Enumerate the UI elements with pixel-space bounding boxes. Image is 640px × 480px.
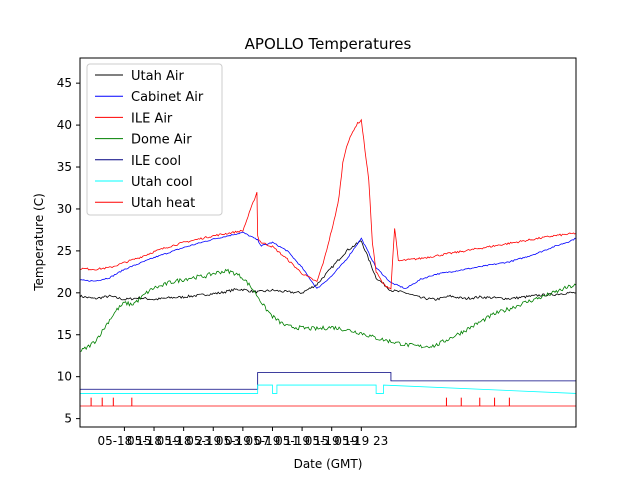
y-tick-label: 5 [64,412,72,426]
series-line-dome-air [79,268,577,352]
y-tick-label: 25 [57,244,72,258]
x-tick-label: 05-19 19 [305,434,359,448]
x-tick-label: 05-19 03 [186,434,240,448]
y-tick-label: 30 [57,202,72,216]
series-line-ile-air [79,118,577,290]
y-tick-label: 40 [57,118,72,132]
legend-label-cabinet-air: Cabinet Air [131,90,204,105]
x-axis-title: Date (GMT) [294,457,363,471]
x-tick-label: 05-19 07 [216,434,270,448]
series-line-utah-cool [80,384,577,394]
y-tick-label: 35 [57,160,72,174]
x-tick-label: 05-18 23 [157,434,211,448]
plot-layer [79,118,577,407]
series-line-utah-air [79,240,577,301]
legend-label-ile-air: ILE Air [131,111,173,126]
x-tick-label: 05-19 23 [334,434,388,448]
chart-title: APOLLO Temperatures [245,35,412,53]
y-axis-title: Temperature (C) [32,193,46,292]
legend-label-ile-cool: ILE cool [131,154,181,169]
legend: Utah Air Cabinet Air ILE Air Dome Air ILE co… [86,63,223,216]
x-tick-label: 05-19 15 [275,434,329,448]
legend-label-utah-air: Utah Air [131,69,184,84]
series-line-cabinet-air [79,231,577,289]
series-line-ile-cool [80,372,576,390]
legend-box [86,63,223,216]
y-tick-label: 10 [57,370,72,384]
x-tick-label: 05-18 15 [97,434,151,448]
y-tick-label: 20 [57,286,72,300]
x-tick-label: 05-18 19 [127,434,181,448]
plot-frame [79,57,577,428]
y-tick-label: 45 [57,76,72,90]
x-tick-label: 05-19 11 [246,434,300,448]
legend-label-utah-cool: Utah cool [131,175,193,190]
y-tick-label: 15 [57,328,72,342]
legend-label-utah-heat: Utah heat [131,196,195,211]
legend-label-dome-air: Dome Air [131,133,192,148]
